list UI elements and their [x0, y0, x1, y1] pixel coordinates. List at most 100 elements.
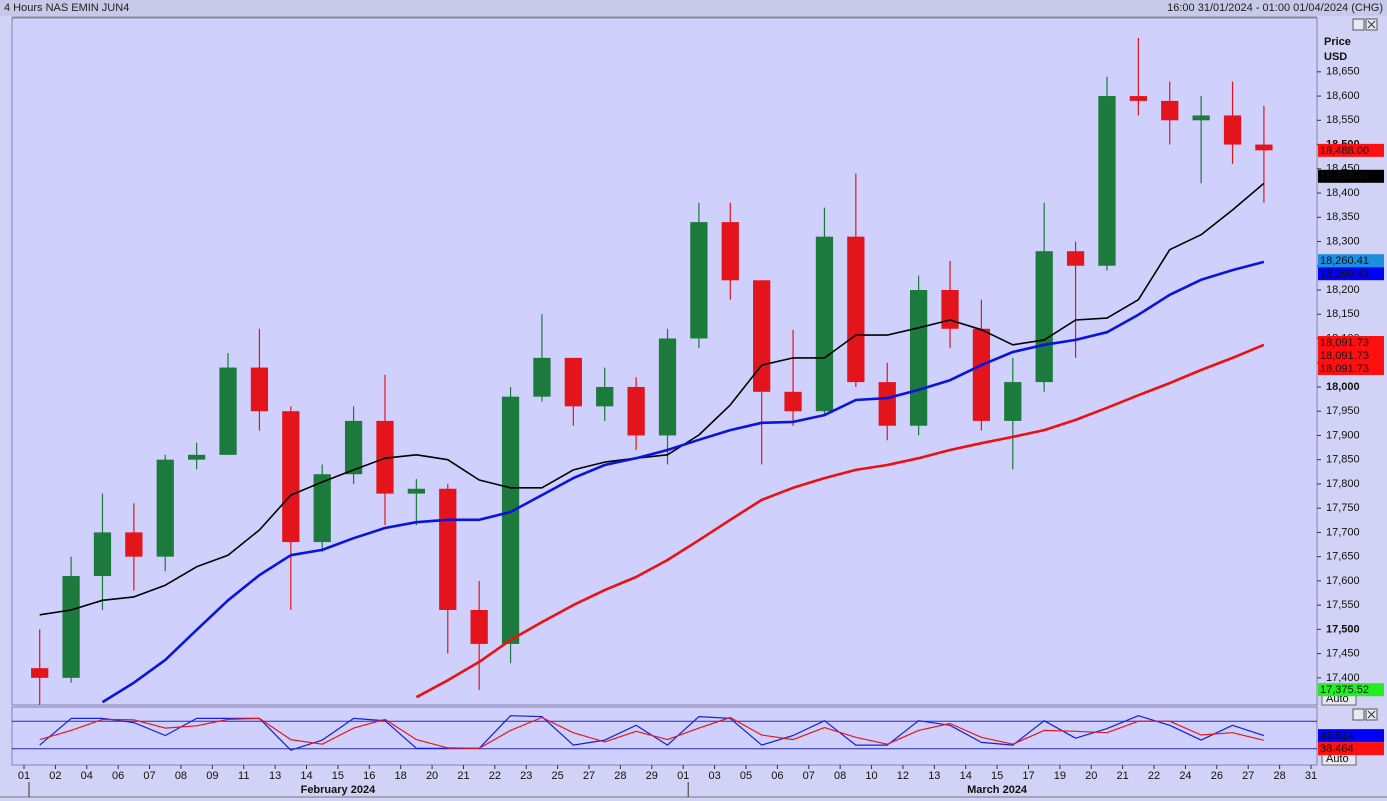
window-controls[interactable]: [1352, 18, 1378, 721]
price-tag: [1318, 729, 1384, 743]
x-tick-label: 14: [300, 770, 312, 782]
moving-average: [101, 260, 1265, 704]
candle-body: [1035, 251, 1053, 383]
candle-body: [219, 367, 237, 455]
restore-button[interactable]: [1352, 708, 1365, 721]
x-tick-label: 14: [960, 770, 972, 782]
x-tick-label: 26: [1211, 770, 1223, 782]
x-tick-label: 10: [865, 770, 877, 782]
close-icon: [1367, 710, 1376, 719]
price-tag: [1318, 742, 1384, 756]
candle-body: [878, 382, 896, 426]
chart-title: 4 Hours NAS EMIN JUN4: [4, 2, 129, 14]
price-tag-label: 18,260.41: [1320, 268, 1369, 280]
candle-body: [62, 576, 80, 678]
y-tick-label: 17,800: [1326, 478, 1360, 490]
moving-average: [39, 182, 1265, 616]
x-tick-label: 22: [489, 770, 501, 782]
price-tag-label: 18,260.41: [1320, 255, 1369, 267]
candle-body: [815, 236, 834, 412]
candle-body: [376, 420, 394, 494]
y-tick-label: 17,850: [1326, 454, 1360, 466]
y-tick-label: 17,450: [1326, 648, 1360, 660]
x-tick-label: 13: [928, 770, 940, 782]
price-tag-label: 18,488.00: [1320, 145, 1369, 157]
candle-body: [439, 488, 457, 610]
y-tick-label: 18,650: [1326, 66, 1360, 78]
x-tick-label: 06: [771, 770, 783, 782]
candle-body: [1004, 382, 1022, 421]
y-tick-label: 18,000: [1326, 381, 1360, 393]
candle-body: [93, 532, 112, 577]
y-tick-label: 18,550: [1326, 114, 1360, 126]
x-tick-label: 09: [206, 770, 218, 782]
x-tick-label: 15: [991, 770, 1003, 782]
x-tick-label: 24: [1179, 770, 1191, 782]
price-tag-label: 48.614: [1320, 730, 1354, 742]
candle-body: [533, 357, 551, 397]
candle-body: [658, 338, 677, 436]
candle-body: [313, 474, 331, 543]
price-tag-label: 18,091.73: [1320, 337, 1369, 349]
y-tick-label: 17,550: [1326, 599, 1360, 611]
price-tag: [1318, 267, 1384, 281]
y-tick-label: 17,600: [1326, 575, 1360, 587]
y-tick-label: 17,700: [1326, 526, 1360, 538]
candle-body: [156, 459, 174, 557]
scale-mode[interactable]: Auto: [1326, 753, 1349, 765]
x-tick-label: 18: [395, 770, 407, 782]
y-tick-label: 18,600: [1326, 90, 1360, 102]
price-tag-label: 18,091.73: [1320, 350, 1369, 362]
candle-body: [721, 222, 739, 281]
y-tick-label: 17,500: [1326, 623, 1360, 635]
x-tick-label: 22: [1148, 770, 1160, 782]
x-tick-label: 04: [81, 770, 93, 782]
candle-body: [31, 668, 49, 678]
x-tick-label: 01: [18, 770, 30, 782]
month-label: February 2024: [301, 784, 376, 796]
candle-body: [282, 411, 300, 543]
x-tick-label: 28: [614, 770, 626, 782]
price-tag-label: 38.464: [1320, 743, 1354, 755]
candle-body: [1066, 251, 1085, 266]
y-axis-unit: USD: [1324, 51, 1347, 63]
price-tag: [1318, 335, 1384, 349]
x-tick-label: 12: [897, 770, 909, 782]
y-tick-label: 18,150: [1326, 308, 1360, 320]
main-plot: [31, 37, 1273, 705]
price-tag: [1318, 169, 1384, 183]
y-tick-label: 18,400: [1326, 187, 1360, 199]
y-tick-label: 18,350: [1326, 211, 1360, 223]
x-tick-label: 27: [583, 770, 595, 782]
candle-body: [250, 367, 269, 412]
moving-average: [415, 343, 1265, 699]
candle-body: [753, 280, 771, 392]
price-tag-label: 18,434.49: [1320, 171, 1369, 183]
candle-body: [909, 289, 928, 426]
candle-body: [1098, 96, 1116, 266]
x-tick-label: 11: [238, 770, 249, 782]
restore-button[interactable]: [1352, 18, 1365, 31]
candle-body: [1255, 144, 1273, 151]
x-tick-label: 21: [1117, 770, 1129, 782]
candle-body: [1129, 96, 1147, 101]
candle-body: [596, 386, 614, 407]
candle-body: [1192, 115, 1210, 121]
candle-body: [344, 420, 363, 475]
x-tick-label: 27: [1242, 770, 1254, 782]
x-tick-label: 07: [803, 770, 815, 782]
candle-body: [972, 328, 991, 421]
chart-subtitle: 16:00 31/01/2024 - 01:00 01/04/2024 (CHG…: [1167, 2, 1383, 14]
candle-body: [1223, 115, 1242, 145]
candle-body: [690, 222, 708, 339]
x-tick-label: 03: [708, 770, 720, 782]
y-tick-label: 17,950: [1326, 405, 1360, 417]
x-tick-label: 13: [269, 770, 281, 782]
candle-body: [941, 289, 959, 329]
y-tick-label: 18,200: [1326, 284, 1360, 296]
x-tick-label: 02: [49, 770, 61, 782]
y-axis-label: Price: [1324, 36, 1351, 48]
close-icon: [1367, 20, 1376, 29]
x-tick-label: 08: [175, 770, 187, 782]
